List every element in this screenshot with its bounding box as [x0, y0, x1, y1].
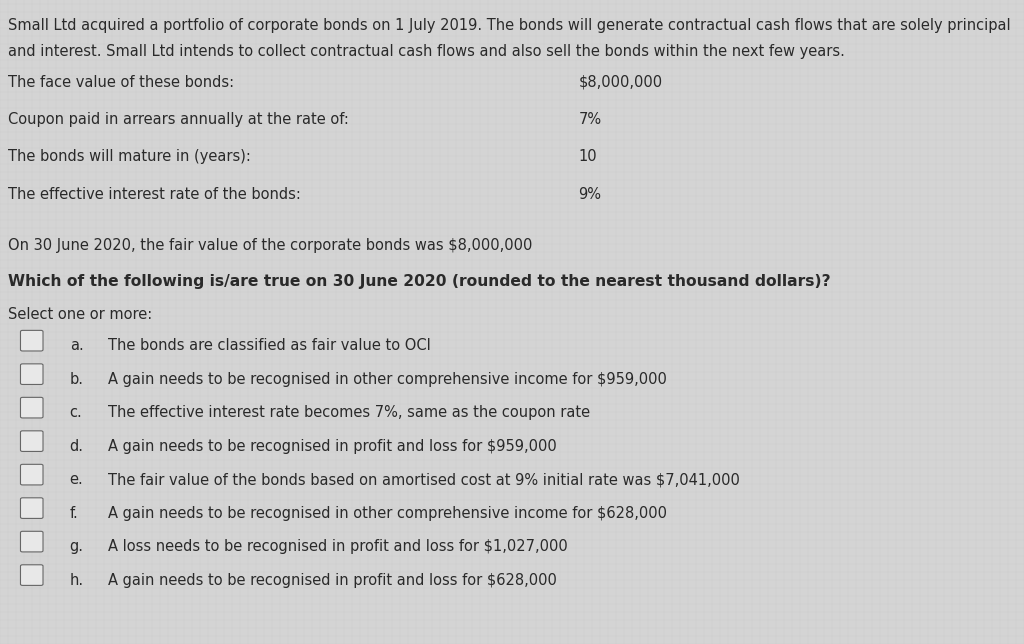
- Text: A gain needs to be recognised in other comprehensive income for $959,000: A gain needs to be recognised in other c…: [108, 372, 667, 386]
- Text: On 30 June 2020, the fair value of the corporate bonds was $8,000,000: On 30 June 2020, the fair value of the c…: [8, 238, 532, 253]
- Text: e.: e.: [70, 472, 83, 487]
- Text: The bonds are classified as fair value to OCI: The bonds are classified as fair value t…: [108, 338, 430, 353]
- Text: 7%: 7%: [579, 112, 602, 127]
- Text: A gain needs to be recognised in profit and loss for $628,000: A gain needs to be recognised in profit …: [108, 573, 556, 587]
- Text: A gain needs to be recognised in profit and loss for $959,000: A gain needs to be recognised in profit …: [108, 439, 556, 453]
- Text: a.: a.: [70, 338, 83, 353]
- Text: Small Ltd acquired a portfolio of corporate bonds on 1 July 2019. The bonds will: Small Ltd acquired a portfolio of corpor…: [8, 18, 1011, 33]
- Text: A loss needs to be recognised in profit and loss for $1,027,000: A loss needs to be recognised in profit …: [108, 539, 567, 554]
- Text: The effective interest rate of the bonds:: The effective interest rate of the bonds…: [8, 187, 301, 202]
- Text: 10: 10: [579, 149, 597, 164]
- Text: The fair value of the bonds based on amortised cost at 9% initial rate was $7,04: The fair value of the bonds based on amo…: [108, 472, 739, 487]
- Text: f.: f.: [70, 506, 79, 520]
- Text: Which of the following is/are true on 30 June 2020 (rounded to the nearest thous: Which of the following is/are true on 30…: [8, 274, 830, 289]
- Text: h.: h.: [70, 573, 84, 587]
- Text: The effective interest rate becomes 7%, same as the coupon rate: The effective interest rate becomes 7%, …: [108, 405, 590, 420]
- Text: d.: d.: [70, 439, 84, 453]
- Text: c.: c.: [70, 405, 82, 420]
- Text: 9%: 9%: [579, 187, 601, 202]
- Text: b.: b.: [70, 372, 84, 386]
- Text: $8,000,000: $8,000,000: [579, 75, 663, 90]
- Text: Coupon paid in arrears annually at the rate of:: Coupon paid in arrears annually at the r…: [8, 112, 349, 127]
- Text: g.: g.: [70, 539, 84, 554]
- Text: A gain needs to be recognised in other comprehensive income for $628,000: A gain needs to be recognised in other c…: [108, 506, 667, 520]
- Text: Select one or more:: Select one or more:: [8, 307, 153, 322]
- Text: The face value of these bonds:: The face value of these bonds:: [8, 75, 234, 90]
- Text: and interest. Small Ltd intends to collect contractual cash flows and also sell : and interest. Small Ltd intends to colle…: [8, 44, 845, 59]
- Text: The bonds will mature in (years):: The bonds will mature in (years):: [8, 149, 251, 164]
